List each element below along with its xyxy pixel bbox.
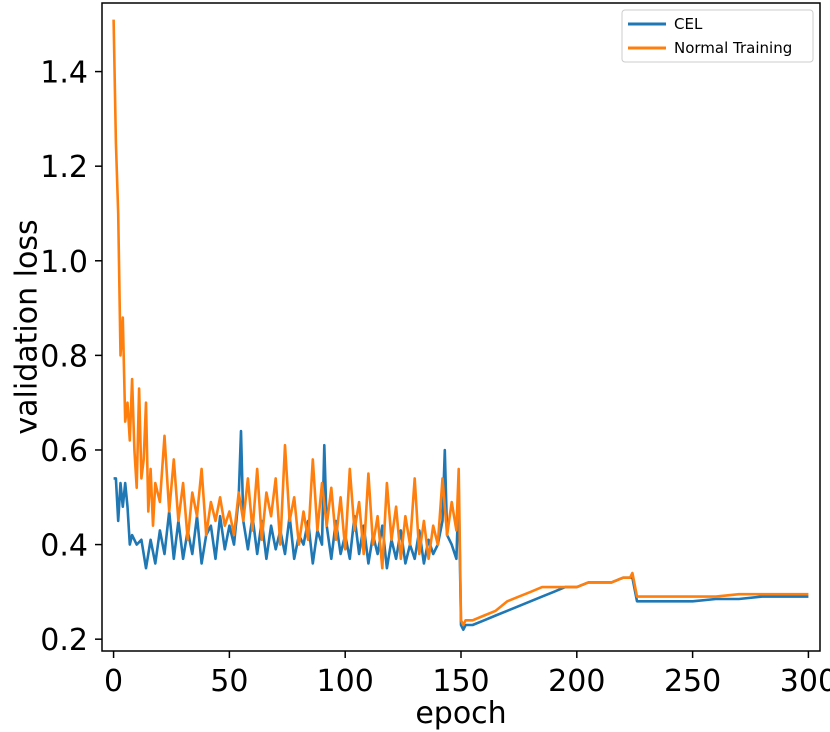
y-tick-label: 0.6 — [40, 434, 88, 469]
y-tick-label: 0.4 — [40, 529, 88, 564]
legend-label-cel: CEL — [674, 15, 703, 33]
x-tick-label: 250 — [664, 664, 721, 699]
y-tick-label: 0.2 — [40, 623, 88, 658]
series-line-normal-training — [112, 19, 809, 627]
y-tick-label: 0.8 — [40, 339, 88, 374]
x-tick-label: 100 — [317, 664, 374, 699]
x-tick-label: 200 — [548, 664, 605, 699]
x-axis-title: epoch — [415, 696, 506, 731]
legend-box — [621, 9, 814, 63]
y-tick-label: 1.2 — [40, 150, 88, 185]
series-line-cel — [113, 429, 809, 632]
x-tick-label: 300 — [780, 664, 830, 699]
x-tick-label: 50 — [210, 664, 248, 699]
y-axis-title: validation loss — [10, 219, 45, 434]
x-tick-label: 0 — [104, 664, 123, 699]
legend-label-normal-training: Normal Training — [674, 39, 792, 57]
legend: CEL Normal Training — [621, 9, 814, 63]
y-tick-label: 1.4 — [40, 56, 88, 91]
x-axis: 0 50 100 150 200 250 300 — [104, 651, 830, 699]
y-tick-label: 1.0 — [40, 245, 88, 280]
series-layer — [112, 19, 809, 632]
x-tick-label: 150 — [432, 664, 489, 699]
y-axis: 0.2 0.4 0.6 0.8 1.0 1.2 1.4 — [40, 56, 102, 658]
